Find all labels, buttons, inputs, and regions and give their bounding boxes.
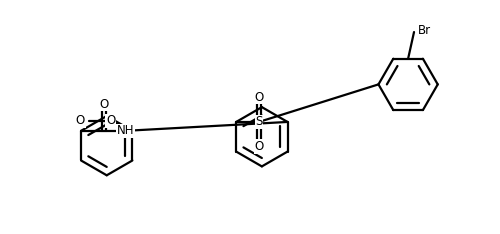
Text: O: O — [254, 140, 264, 153]
Text: Br: Br — [418, 24, 431, 37]
Text: O: O — [99, 98, 108, 111]
Text: O: O — [254, 91, 264, 104]
Text: S: S — [255, 115, 262, 128]
Text: NH: NH — [117, 124, 134, 137]
Text: O: O — [76, 114, 85, 128]
Text: O: O — [106, 114, 116, 128]
